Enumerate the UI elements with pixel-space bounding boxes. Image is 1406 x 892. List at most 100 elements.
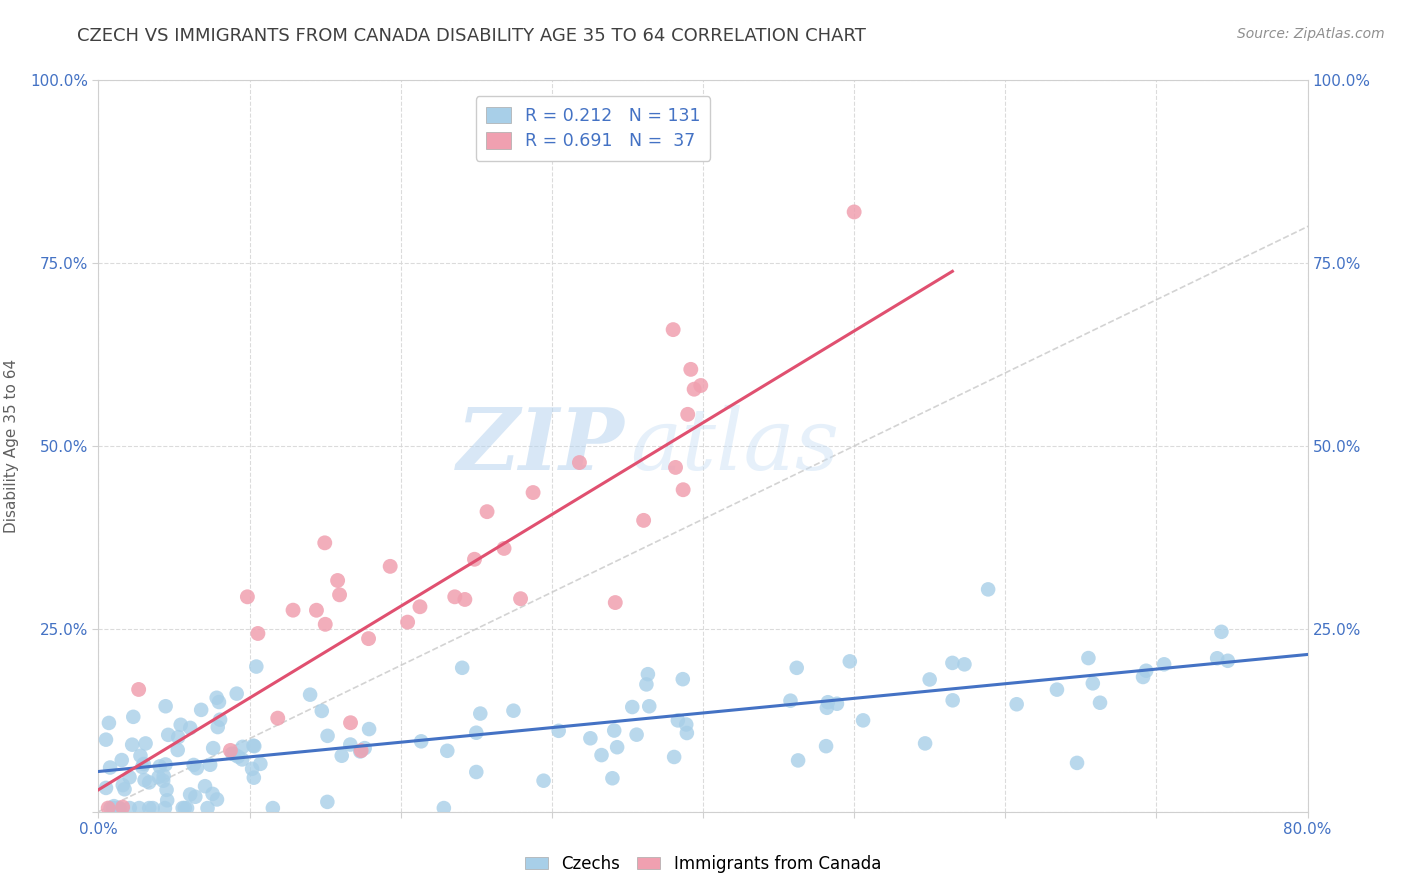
Point	[815, 739, 838, 754]
Point	[243, 771, 266, 785]
Point	[1211, 624, 1233, 639]
Point	[198, 757, 221, 772]
Point	[111, 778, 134, 792]
Point	[914, 736, 936, 750]
Point	[190, 703, 212, 717]
Point	[662, 323, 685, 337]
Point	[350, 743, 373, 757]
Point	[249, 756, 271, 771]
Point	[353, 741, 375, 756]
Point	[207, 720, 229, 734]
Point	[326, 574, 349, 588]
Point	[243, 739, 266, 754]
Point	[1046, 682, 1069, 697]
Point	[533, 773, 555, 788]
Point	[149, 759, 172, 773]
Legend: R = 0.212   N = 131, R = 0.691   N =  37: R = 0.212 N = 131, R = 0.691 N = 37	[475, 96, 710, 161]
Point	[852, 714, 875, 728]
Point	[118, 801, 141, 815]
Point	[245, 659, 267, 673]
Point	[465, 764, 488, 779]
Point	[172, 801, 194, 815]
Point	[568, 456, 591, 470]
Point	[1088, 696, 1111, 710]
Point	[1216, 654, 1239, 668]
Point	[591, 748, 613, 763]
Point	[155, 699, 177, 714]
Point	[176, 801, 198, 815]
Point	[1135, 664, 1157, 678]
Point	[221, 747, 243, 761]
Text: ZIP: ZIP	[457, 404, 624, 488]
Point	[825, 697, 848, 711]
Point	[689, 378, 711, 392]
Point	[186, 761, 208, 775]
Point	[208, 695, 231, 709]
Point	[786, 661, 808, 675]
Point	[1081, 676, 1104, 690]
Point	[183, 758, 205, 772]
Point	[131, 760, 153, 774]
Point	[606, 740, 628, 755]
Point	[316, 795, 339, 809]
Point	[281, 603, 304, 617]
Point	[1005, 698, 1028, 712]
Point	[1066, 756, 1088, 770]
Point	[108, 801, 131, 815]
Point	[676, 726, 699, 740]
Point	[262, 801, 284, 815]
Point	[339, 738, 361, 752]
Point	[396, 615, 419, 629]
Point	[311, 704, 333, 718]
Point	[94, 732, 117, 747]
Point	[463, 552, 485, 566]
Text: CZECH VS IMMIGRANTS FROM CANADA DISABILITY AGE 35 TO 64 CORRELATION CHART: CZECH VS IMMIGRANTS FROM CANADA DISABILI…	[77, 27, 866, 45]
Point	[603, 723, 626, 738]
Point	[111, 753, 134, 767]
Point	[148, 770, 170, 784]
Point	[98, 760, 121, 774]
Point	[155, 782, 177, 797]
Point	[305, 603, 328, 617]
Text: atlas: atlas	[630, 405, 839, 487]
Point	[94, 780, 117, 795]
Point	[636, 677, 658, 691]
Point	[225, 687, 247, 701]
Point	[1077, 651, 1099, 665]
Point	[100, 801, 122, 815]
Point	[451, 661, 474, 675]
Point	[153, 801, 176, 815]
Point	[157, 728, 180, 742]
Point	[226, 749, 249, 764]
Point	[138, 775, 160, 789]
Point	[676, 408, 699, 422]
Point	[470, 706, 492, 721]
Point	[242, 739, 264, 753]
Point	[357, 632, 380, 646]
Point	[142, 801, 165, 815]
Point	[179, 721, 201, 735]
Point	[314, 617, 336, 632]
Point	[605, 596, 627, 610]
Point	[246, 626, 269, 640]
Point	[128, 801, 150, 815]
Point	[107, 801, 129, 815]
Point	[240, 762, 263, 776]
Point	[838, 654, 860, 668]
Point	[205, 792, 228, 806]
Point	[679, 362, 702, 376]
Point	[454, 592, 477, 607]
Y-axis label: Disability Age 35 to 64: Disability Age 35 to 64	[4, 359, 18, 533]
Point	[135, 736, 157, 750]
Point	[219, 743, 242, 757]
Point	[509, 591, 531, 606]
Point	[329, 588, 352, 602]
Point	[194, 779, 217, 793]
Point	[156, 793, 179, 807]
Point	[152, 773, 174, 788]
Point	[602, 771, 624, 785]
Point	[167, 730, 190, 744]
Point	[547, 723, 569, 738]
Point	[114, 782, 136, 797]
Point	[672, 672, 695, 686]
